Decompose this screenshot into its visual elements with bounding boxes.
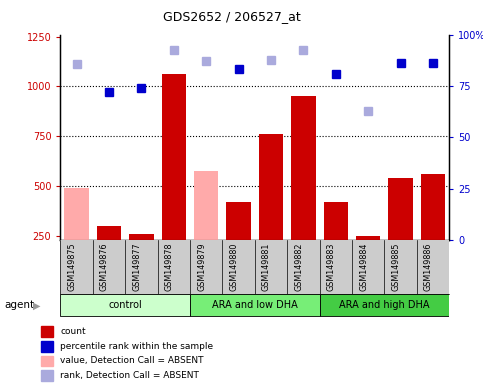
Bar — [162, 74, 186, 240]
Bar — [97, 226, 121, 240]
Text: ARA and high DHA: ARA and high DHA — [339, 300, 430, 310]
Text: count: count — [60, 327, 86, 336]
Bar — [259, 134, 283, 240]
Text: GSM149886: GSM149886 — [424, 243, 433, 291]
FancyBboxPatch shape — [60, 294, 190, 316]
Bar — [129, 234, 154, 240]
Text: GSM149877: GSM149877 — [132, 243, 142, 291]
Bar — [421, 174, 445, 240]
Text: ARA and low DHA: ARA and low DHA — [212, 300, 298, 310]
Bar — [227, 202, 251, 240]
Text: control: control — [108, 300, 142, 310]
Bar — [324, 202, 348, 240]
Text: GSM149884: GSM149884 — [359, 243, 368, 291]
FancyBboxPatch shape — [190, 294, 320, 316]
Text: value, Detection Call = ABSENT: value, Detection Call = ABSENT — [60, 356, 204, 366]
Text: agent: agent — [5, 300, 35, 310]
Text: rank, Detection Call = ABSENT: rank, Detection Call = ABSENT — [60, 371, 199, 380]
Text: GSM149878: GSM149878 — [165, 243, 174, 291]
Bar — [194, 171, 218, 240]
Bar — [64, 188, 89, 240]
Text: GSM149875: GSM149875 — [68, 243, 77, 291]
Text: GSM149883: GSM149883 — [327, 243, 336, 291]
FancyBboxPatch shape — [320, 294, 449, 316]
Text: GSM149885: GSM149885 — [392, 243, 400, 291]
Text: GDS2652 / 206527_at: GDS2652 / 206527_at — [163, 10, 301, 23]
Text: GSM149876: GSM149876 — [100, 243, 109, 291]
Bar — [356, 236, 380, 240]
Bar — [291, 96, 315, 240]
Bar — [388, 178, 413, 240]
Text: percentile rank within the sample: percentile rank within the sample — [60, 342, 213, 351]
Text: GSM149880: GSM149880 — [229, 243, 239, 291]
Text: ▶: ▶ — [33, 300, 41, 310]
Text: GSM149879: GSM149879 — [197, 243, 206, 291]
Text: GSM149881: GSM149881 — [262, 243, 271, 291]
Text: GSM149882: GSM149882 — [294, 243, 303, 291]
